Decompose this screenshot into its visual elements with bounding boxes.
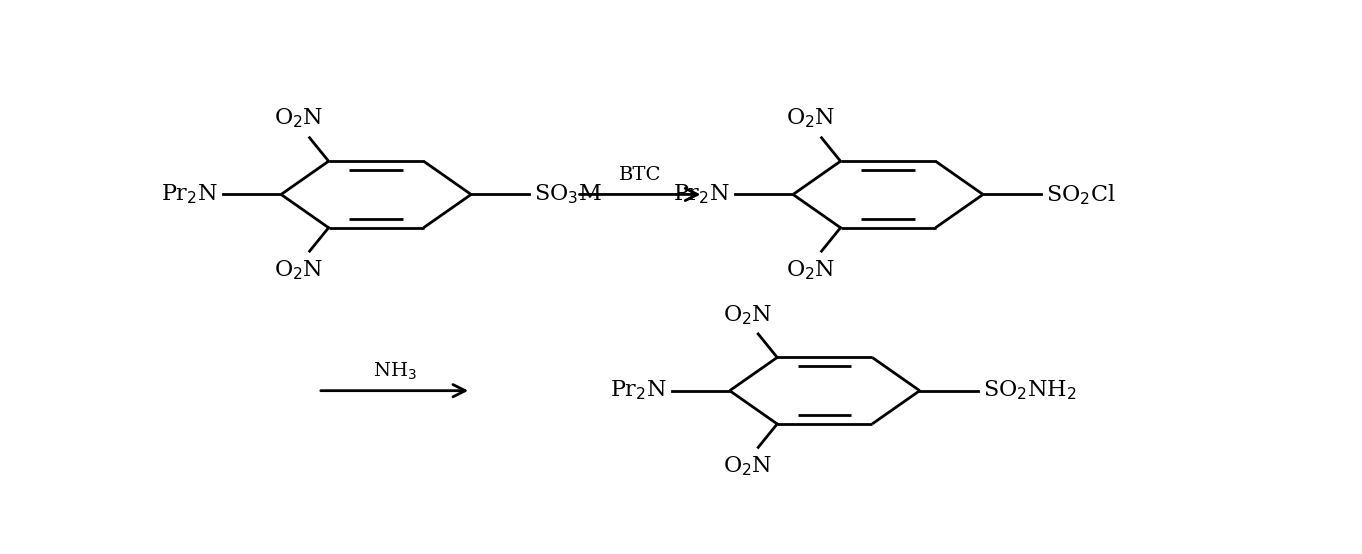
Text: O$_2$N: O$_2$N <box>786 107 836 130</box>
Text: SO$_2$Cl: SO$_2$Cl <box>1046 182 1115 207</box>
Text: Pr$_2$N: Pr$_2$N <box>610 379 666 402</box>
Text: Pr$_2$N: Pr$_2$N <box>673 183 730 206</box>
Text: O$_2$N: O$_2$N <box>274 259 324 282</box>
Text: O$_2$N: O$_2$N <box>274 107 324 130</box>
Text: SO$_2$NH$_2$: SO$_2$NH$_2$ <box>983 379 1076 402</box>
Text: O$_2$N: O$_2$N <box>723 455 772 479</box>
Text: BTC: BTC <box>618 166 661 184</box>
Text: NH$_3$: NH$_3$ <box>373 361 417 382</box>
Text: O$_2$N: O$_2$N <box>786 259 836 282</box>
Text: O$_2$N: O$_2$N <box>723 303 772 326</box>
Text: Pr$_2$N: Pr$_2$N <box>161 183 218 206</box>
Text: SO$_3$M: SO$_3$M <box>534 183 602 206</box>
